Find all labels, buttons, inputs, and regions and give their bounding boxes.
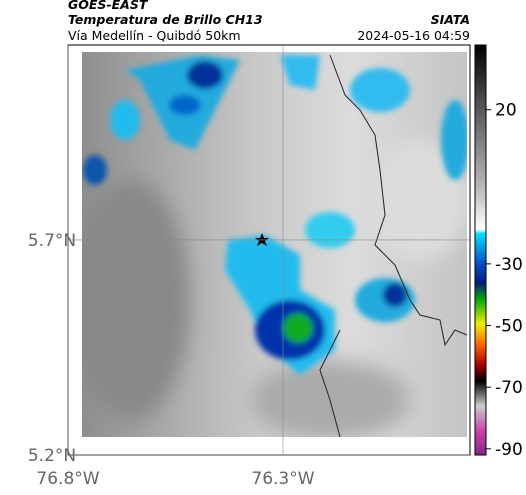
city-marker: [255, 233, 269, 246]
product: Temperatura de Brillo CH13: [68, 12, 263, 27]
y-tick-label: 5.2°N: [28, 446, 76, 466]
satellite-image: [82, 52, 467, 437]
colorbar-tick-label: 20: [495, 101, 517, 121]
region: Vía Medellín - Quibdó 50km: [68, 28, 241, 43]
colorbar-tick-label: -70: [495, 378, 523, 398]
colorbar-tick-label: -90: [495, 440, 523, 460]
org: SIATA: [431, 12, 470, 27]
colorbar-tick-label: -30: [495, 255, 523, 275]
y-tick-label: 5.7°N: [28, 231, 76, 251]
colorbar: [474, 44, 487, 456]
source: GOES-EAST: [68, 0, 149, 12]
datetime: 2024-05-16 04:59: [357, 28, 470, 43]
x-tick-label: 76.3°W: [251, 469, 314, 489]
x-tick-label: 76.8°W: [36, 469, 99, 489]
colorbar-tick-label: -50: [495, 317, 523, 337]
